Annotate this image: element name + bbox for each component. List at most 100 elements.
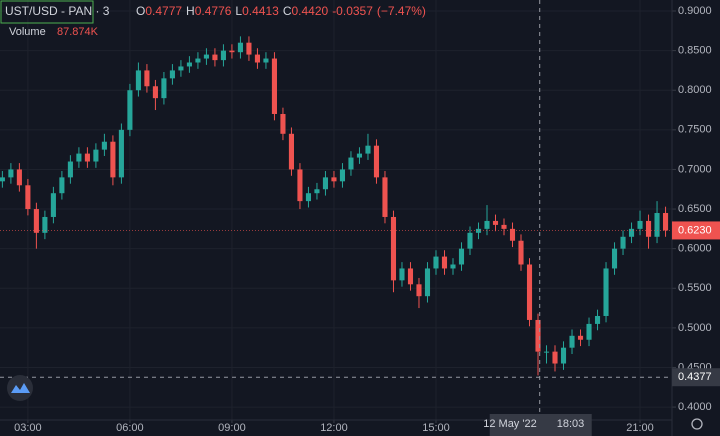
candle-body [484,220,490,229]
x-tick-label: 15:00 [422,422,450,434]
candle-body [288,133,294,170]
candle-body [144,70,150,87]
candle-body [118,129,124,178]
x-tick-label: 06:00 [116,422,144,434]
y-tick-label: 0.9000 [678,5,712,17]
y-tick-label: 0.5000 [678,322,712,334]
candle-body [246,42,252,55]
candle-body [620,236,626,249]
logo-bg [7,375,33,401]
ohlc-legend: O0.4777 H0.4776 L0.4413 C0.4420 -0.0357 (−7.4… [136,4,426,18]
candle-body [543,351,550,353]
logo[interactable] [7,375,33,401]
candle-body [356,153,363,158]
symbol-box[interactable] [0,0,94,24]
logo-shape [11,383,30,393]
last-price: 0.6230 [678,224,712,236]
candle-body [424,268,431,297]
candle-body [407,268,414,285]
settings-icon[interactable] [691,418,703,430]
candle-body [399,268,405,281]
candle-body [535,319,541,352]
x-tick-label: 03:00 [14,422,42,434]
candle-body [237,42,243,53]
change: -0.0357 [332,4,373,18]
candle-body [450,264,456,269]
candle-body [195,58,201,63]
candle-body [331,177,337,182]
symbol[interactable]: UST/USD - PAN · 3 [5,4,110,18]
candle-body [433,256,439,269]
crosshair-time: 18:03 [557,418,585,430]
candle-body [492,220,499,225]
candle-body [382,177,388,217]
crosshair-date: 12 May '22 [483,418,536,430]
candle-body [76,153,82,162]
candle-body [322,177,329,190]
candle-body [594,315,601,324]
x-tick-label: 12:00 [320,422,348,434]
legend-key: C [283,4,292,18]
candle-body [526,264,533,320]
y-tick-label: 0.5500 [678,282,712,294]
candle-body [577,335,584,340]
candle-body [501,224,507,229]
candle-body [0,177,5,182]
candle-body [586,323,592,340]
candle-body [229,50,235,53]
candle-body [365,145,371,154]
x-tick-label: 09:00 [218,422,246,434]
candle-body [314,189,320,194]
gear [691,418,703,430]
candle-body [348,157,354,170]
candle-body [220,50,226,61]
candle-body [50,193,56,217]
candle-body [560,347,567,364]
volume-name: Volume [9,26,46,38]
candle-body [416,284,422,297]
y-tick-label: 0.7500 [678,124,712,136]
candle-body [67,161,73,178]
crosshair-time-box [489,414,592,436]
y-tick-label: 0.4000 [678,401,712,413]
legend-value: 0.4413 [242,4,279,18]
candle-body [135,70,141,91]
candle-body [16,169,22,186]
candle-body [390,216,397,281]
x-tick-label: 21:00 [626,422,654,434]
change-pct: (−7.47%) [377,4,426,18]
candle-body [110,141,116,178]
candle-body [33,209,39,233]
y-tick-label: 0.6000 [678,243,712,255]
candle-body [339,169,346,182]
candle-body [373,145,380,178]
candle-body [475,228,482,233]
y-tick-label: 0.8000 [678,84,712,96]
candle-body [645,220,652,237]
candles [0,36,669,376]
y-tick-label: 0.7000 [678,163,712,175]
candle-body [611,248,618,269]
candle-body [603,268,609,316]
candle-body [59,177,65,194]
volume-value: 87.874K [57,26,99,38]
candle-body [637,220,643,229]
candle-body [212,54,218,61]
candle-body [84,153,90,162]
candle-body [42,216,48,233]
legend-value: 0.4420 [291,4,328,18]
candle-body [552,351,558,364]
candle-body [569,335,575,348]
candle-body [8,169,14,178]
candle-body [93,149,99,162]
y-tick-label: 0.8500 [678,45,712,57]
candle-body [305,193,312,202]
candle-body [152,86,158,99]
candle-body [297,169,303,202]
candle-body [127,90,133,130]
y-tick-label: 0.6500 [678,203,712,215]
candle-body [518,240,524,265]
candle-body [441,256,448,269]
